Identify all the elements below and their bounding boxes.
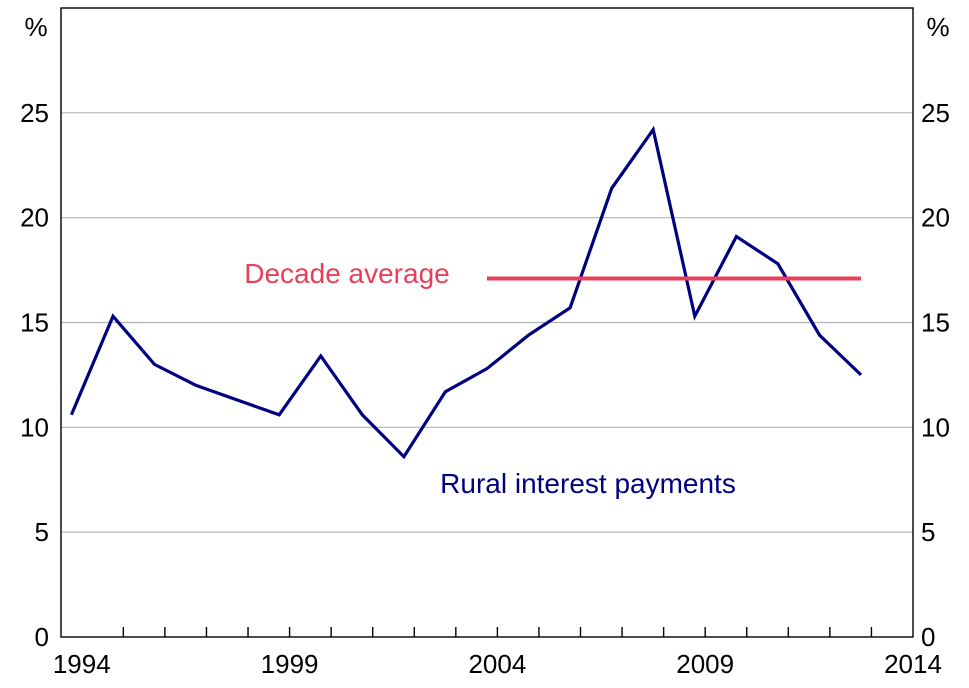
gridlines [61,112,913,533]
x-tick-label-2004: 2004 [468,649,526,679]
y-axis-unit-left: % [24,12,47,42]
y-axis-unit-right: % [926,12,949,42]
y-tick-label-right-10: 10 [921,412,950,442]
y-tick-label-left-25: 25 [20,98,49,128]
rural-interest-label: Rural interest payments [440,468,736,499]
y-tick-label-left-10: 10 [20,412,49,442]
y-tick-label-right-5: 5 [921,517,935,547]
series-line-rural-interest-payments [69,125,863,460]
series-lines [69,125,863,460]
x-tick-label-2014: 2014 [884,649,942,679]
y-tick-label-left-5: 5 [35,517,49,547]
x-tick-label-1994: 1994 [53,649,111,679]
y-tick-label-left-20: 20 [20,203,49,233]
y-tick-label-left-0: 0 [35,622,49,652]
axis-labels: 0 0 5 5 10 10 15 15 20 20 25 25 1994 1999 2004 2009 2014 [20,98,950,679]
x-axis-ticks [122,627,873,637]
plot-frame [60,7,914,638]
decade-average-label: Decade average [244,258,449,289]
x-tick-label-2009: 2009 [676,649,734,679]
y-tick-label-left-15: 15 [20,308,49,338]
y-tick-label-right-15: 15 [921,308,950,338]
y-tick-label-right-25: 25 [921,98,950,128]
y-tick-label-right-0: 0 [921,622,935,652]
x-tick-label-1999: 1999 [261,649,319,679]
y-tick-label-right-20: 20 [921,203,950,233]
